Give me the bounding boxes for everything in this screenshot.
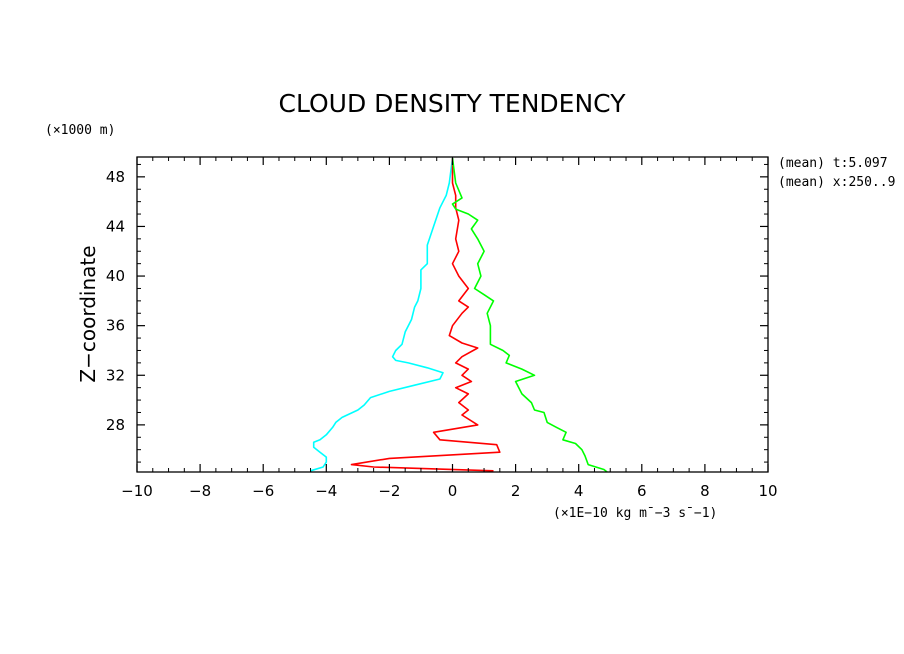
x-tick-label: −2 xyxy=(378,482,400,500)
x-tick-label: −6 xyxy=(252,482,274,500)
x-tick-label: 10 xyxy=(758,482,777,500)
x-tick-label: 6 xyxy=(637,482,647,500)
y-tick-label: 36 xyxy=(106,317,125,335)
annotation-mean-t: (mean) t:5.097 xyxy=(778,156,888,171)
y-tick-label: 40 xyxy=(106,267,125,285)
x-tick-label: −8 xyxy=(189,482,211,500)
x-tick-label: −4 xyxy=(315,482,337,500)
y-axis-unit: (×1000 m) xyxy=(45,123,115,138)
x-axis-unit: (×1E−10 kg m¯−3 s¯−1) xyxy=(553,506,717,521)
x-tick-label: −10 xyxy=(121,482,153,500)
y-axis-label: Z−coordinate xyxy=(76,245,100,382)
series-line-green xyxy=(451,158,608,473)
x-tick-label: 8 xyxy=(700,482,710,500)
annotation-mean-x: (mean) x:250..9 xyxy=(778,175,895,190)
y-tick-label: 44 xyxy=(106,217,125,235)
series-line-red xyxy=(350,158,501,472)
series-layer xyxy=(310,158,608,473)
y-tick-label: 28 xyxy=(106,416,125,434)
y-tick-label: 32 xyxy=(106,366,125,384)
x-tick-label: 2 xyxy=(511,482,521,500)
x-tick-label: 4 xyxy=(574,482,584,500)
chart-title: CLOUD DENSITY TENDENCY xyxy=(279,89,627,118)
y-tick-label: 48 xyxy=(106,168,125,186)
x-tick-label: 0 xyxy=(448,482,458,500)
axes-layer: −10 −8 −6 −4 −2 0 2 4 6 8 10 28 32 36 40 44 48 xyxy=(106,156,778,500)
series-line-cyan xyxy=(310,158,454,472)
